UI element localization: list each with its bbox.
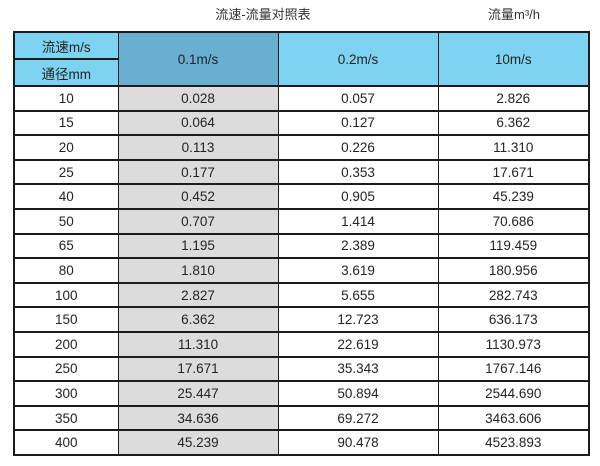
flow-cell: 45.239 bbox=[117, 429, 279, 456]
table-row: 40 0.452 0.905 45.239 bbox=[13, 183, 590, 210]
table-row: 65 1.195 2.389 119.459 bbox=[13, 232, 590, 260]
diameter-cell: 400 bbox=[13, 429, 119, 456]
flow-cell: 0.113 bbox=[117, 134, 279, 161]
column-header-10ms: 10m/s bbox=[437, 31, 590, 87]
flow-cell: 0.707 bbox=[117, 207, 279, 235]
flow-cell: 70.686 bbox=[437, 207, 590, 235]
diameter-cell: 15 bbox=[13, 109, 119, 137]
flow-cell: 1.810 bbox=[117, 257, 279, 284]
table-row: 400 45.239 90.478 4523.893 bbox=[13, 429, 590, 456]
flow-cell: 6.362 bbox=[437, 109, 590, 137]
diameter-cell: 65 bbox=[13, 232, 119, 260]
diameter-cell: 20 bbox=[13, 134, 119, 161]
column-header-0-2ms: 0.2m/s bbox=[277, 31, 439, 87]
flow-cell: 0.452 bbox=[117, 183, 279, 210]
diameter-cell: 25 bbox=[13, 158, 119, 186]
flow-cell: 25.447 bbox=[117, 380, 279, 407]
flow-cell: 50.894 bbox=[277, 380, 439, 407]
flow-cell: 6.362 bbox=[117, 306, 279, 333]
table-row: 80 1.810 3.619 180.956 bbox=[13, 257, 590, 284]
flow-rate-table: 流速m/s 0.1m/s 0.2m/s 10m/s 通径mm 10 0.028 … bbox=[13, 31, 590, 456]
flow-cell: 0.028 bbox=[117, 85, 279, 112]
flow-cell: 0.226 bbox=[277, 134, 439, 161]
table-row: 10 0.028 0.057 2.826 bbox=[13, 85, 590, 112]
diameter-cell: 10 bbox=[13, 85, 119, 112]
diameter-cell: 100 bbox=[13, 281, 119, 309]
flow-cell: 5.655 bbox=[277, 281, 439, 309]
flow-cell: 0.057 bbox=[277, 85, 439, 112]
flow-cell: 2.389 bbox=[277, 232, 439, 260]
diameter-cell: 40 bbox=[13, 183, 119, 210]
flow-cell: 2544.690 bbox=[437, 380, 590, 407]
flow-cell: 45.239 bbox=[437, 183, 590, 210]
flow-cell: 0.353 bbox=[277, 158, 439, 186]
corner-header-velocity: 流速m/s bbox=[13, 31, 119, 60]
flow-cell: 2.826 bbox=[437, 85, 590, 112]
corner-header-diameter: 通径mm bbox=[13, 58, 119, 87]
flow-cell: 11.310 bbox=[437, 134, 590, 161]
flow-cell: 180.956 bbox=[437, 257, 590, 284]
flow-cell: 0.064 bbox=[117, 109, 279, 137]
table-row: 100 2.827 5.655 282.743 bbox=[13, 281, 590, 309]
flow-cell: 69.272 bbox=[277, 404, 439, 432]
table-row: 25 0.177 0.353 17.671 bbox=[13, 158, 590, 186]
flow-cell: 12.723 bbox=[277, 306, 439, 333]
column-header-0-1ms: 0.1m/s bbox=[117, 31, 279, 87]
flow-cell: 282.743 bbox=[437, 281, 590, 309]
diameter-cell: 250 bbox=[13, 355, 119, 383]
table-row: 50 0.707 1.414 70.686 bbox=[13, 207, 590, 235]
table-row: 300 25.447 50.894 2544.690 bbox=[13, 380, 590, 407]
flow-cell: 34.636 bbox=[117, 404, 279, 432]
flow-cell: 17.671 bbox=[437, 158, 590, 186]
table-row: 200 11.310 22.619 1130.973 bbox=[13, 330, 590, 358]
flow-cell: 11.310 bbox=[117, 330, 279, 358]
flow-cell: 636.173 bbox=[437, 306, 590, 333]
diameter-cell: 150 bbox=[13, 306, 119, 333]
diameter-cell: 350 bbox=[13, 404, 119, 432]
flow-cell: 17.671 bbox=[117, 355, 279, 383]
flow-cell: 0.127 bbox=[277, 109, 439, 137]
flow-cell: 119.459 bbox=[437, 232, 590, 260]
flow-cell: 90.478 bbox=[277, 429, 439, 456]
flow-cell: 0.177 bbox=[117, 158, 279, 186]
flow-cell: 1130.973 bbox=[437, 330, 590, 358]
flow-cell: 4523.893 bbox=[437, 429, 590, 456]
header-row-top: 流速m/s 0.1m/s 0.2m/s 10m/s bbox=[13, 31, 590, 87]
diameter-cell: 200 bbox=[13, 330, 119, 358]
flow-cell: 1.414 bbox=[277, 207, 439, 235]
flow-cell: 3463.606 bbox=[437, 404, 590, 432]
diameter-cell: 50 bbox=[13, 207, 119, 235]
flow-unit-label: 流量m³/h bbox=[487, 7, 541, 22]
diameter-cell: 80 bbox=[13, 257, 119, 284]
header-row-bottom: 通径mm bbox=[13, 58, 589, 87]
diameter-cell: 300 bbox=[13, 380, 119, 407]
flow-cell: 2.827 bbox=[117, 281, 279, 309]
flow-cell: 1.195 bbox=[117, 232, 279, 260]
table-row: 20 0.113 0.226 11.310 bbox=[13, 134, 590, 161]
flow-cell: 1767.146 bbox=[437, 355, 590, 383]
flow-cell: 3.619 bbox=[277, 257, 439, 284]
table-title: 流速-流量对照表 bbox=[215, 7, 311, 22]
flow-cell: 22.619 bbox=[277, 330, 439, 358]
flow-cell: 0.905 bbox=[277, 183, 439, 210]
table-row: 15 0.064 0.127 6.362 bbox=[13, 109, 590, 137]
table-row: 350 34.636 69.272 3463.606 bbox=[13, 404, 590, 432]
table-row: 150 6.362 12.723 636.173 bbox=[13, 306, 590, 333]
table-row: 250 17.671 35.343 1767.146 bbox=[13, 355, 590, 383]
flow-cell: 35.343 bbox=[277, 355, 439, 383]
